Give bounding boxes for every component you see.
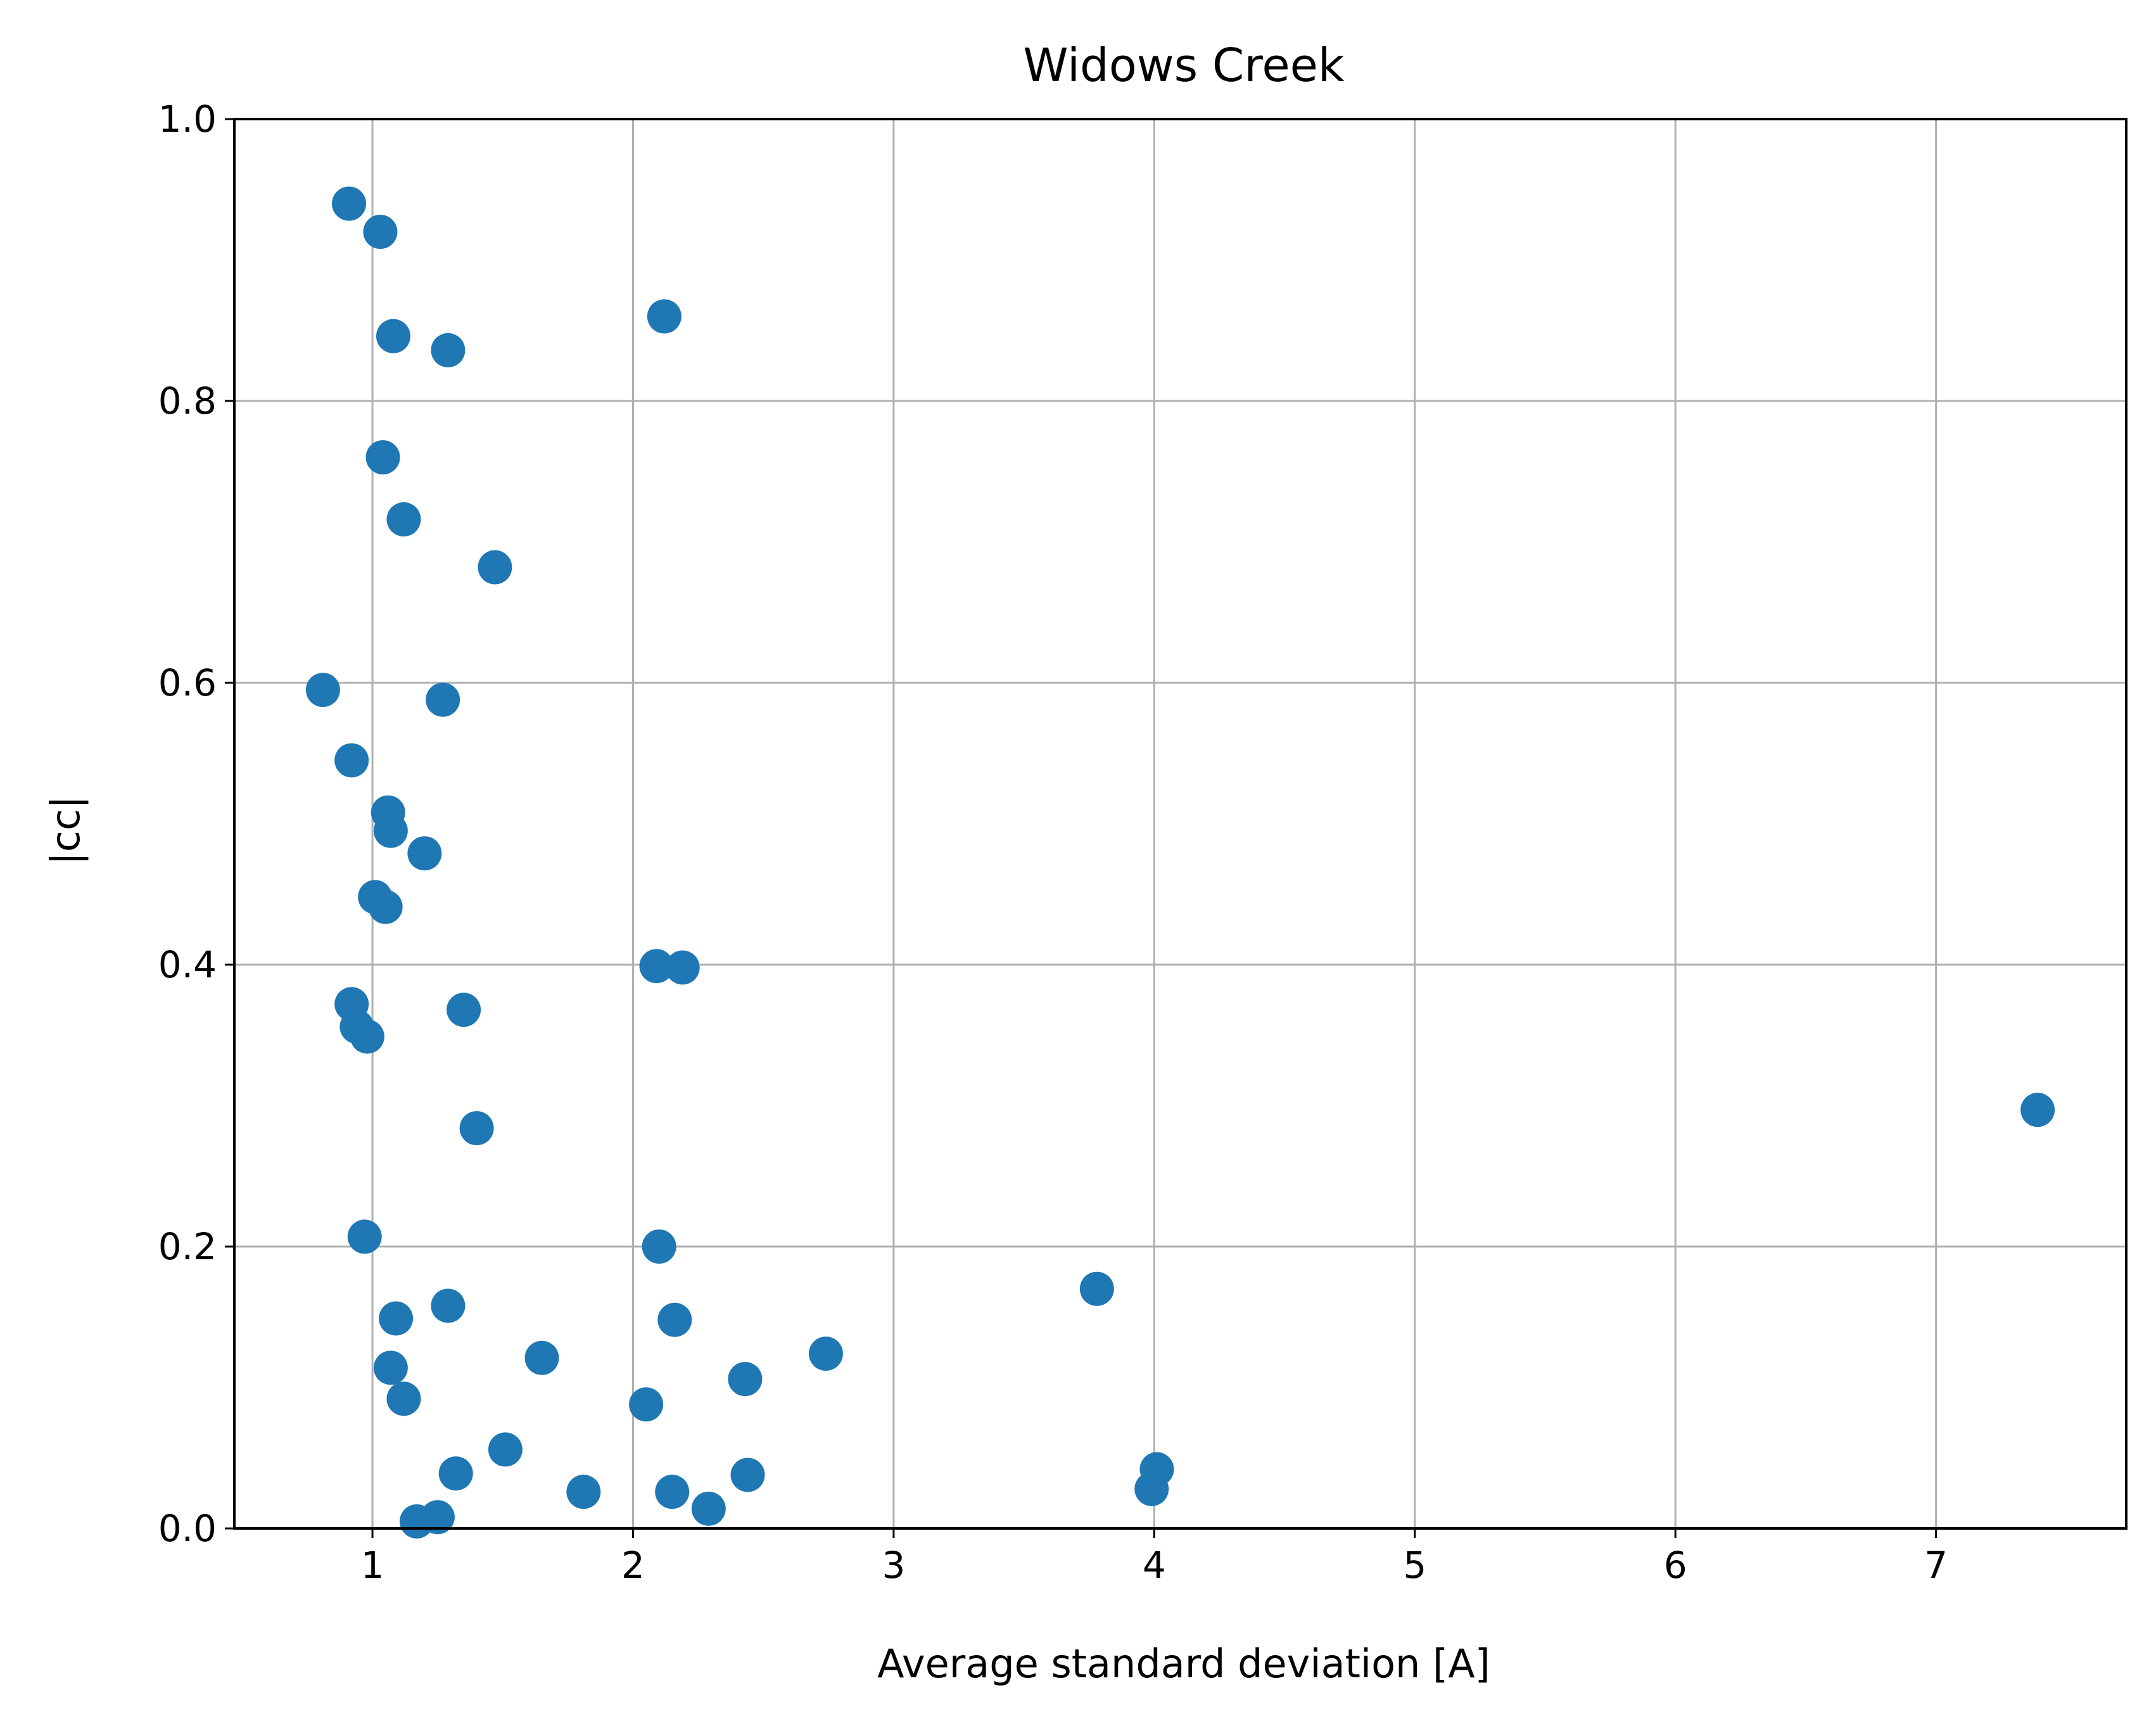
- data-point: [376, 319, 410, 353]
- data-point: [373, 813, 408, 848]
- data-point: [1079, 1271, 1114, 1306]
- y-axis-label: |cc|: [42, 796, 89, 865]
- data-point: [386, 1381, 421, 1416]
- x-tick-label: 7: [1924, 1544, 1948, 1587]
- y-axis-ticks: 0.0 0.2 0.4 0.6 0.8 1.0: [158, 98, 234, 1550]
- data-point: [459, 1111, 494, 1146]
- x-tick-label: 1: [361, 1544, 384, 1587]
- data-point: [566, 1475, 601, 1509]
- y-tick-label: 0.8: [158, 379, 217, 422]
- data-point: [431, 1288, 466, 1323]
- chart-title: Widows Creek: [1023, 39, 1345, 92]
- data-point: [400, 1504, 434, 1539]
- data-point: [2020, 1093, 2055, 1127]
- data-point: [657, 1302, 692, 1337]
- data-point: [363, 215, 398, 249]
- x-axis-ticks: 1 2 3 4 5 6 7: [361, 1528, 1948, 1587]
- data-point: [639, 949, 674, 984]
- plot-frame: [233, 118, 2127, 1530]
- data-point: [655, 1475, 690, 1509]
- data-point: [305, 673, 340, 708]
- data-point: [488, 1432, 523, 1467]
- data-point: [332, 186, 367, 221]
- data-point: [438, 1456, 473, 1491]
- y-tick-label: 0.0: [158, 1507, 217, 1550]
- x-tick-label: 3: [882, 1544, 905, 1587]
- data-point: [665, 950, 700, 985]
- data-point: [728, 1362, 763, 1397]
- data-point: [808, 1337, 843, 1371]
- y-tick-label: 0.2: [158, 1225, 217, 1268]
- x-tick-label: 5: [1403, 1544, 1426, 1587]
- data-point: [642, 1229, 676, 1264]
- data-point: [1134, 1471, 1169, 1506]
- data-point: [365, 440, 400, 474]
- x-tick-label: 2: [621, 1544, 645, 1587]
- data-point: [524, 1340, 559, 1375]
- data-point: [347, 1219, 382, 1254]
- y-tick-label: 0.4: [158, 943, 217, 986]
- data-points: [305, 186, 2055, 1539]
- data-point: [373, 1350, 408, 1385]
- data-point: [386, 502, 421, 537]
- x-axis-label: Average standard deviation [A]: [877, 1641, 1490, 1687]
- y-tick-label: 0.6: [158, 661, 217, 704]
- y-tick-label: 1.0: [158, 98, 217, 141]
- data-point: [629, 1387, 664, 1422]
- data-point: [730, 1457, 765, 1492]
- data-point: [431, 333, 466, 367]
- data-point: [379, 1301, 414, 1336]
- data-point: [368, 889, 403, 924]
- data-point: [426, 682, 460, 717]
- data-point: [647, 299, 682, 334]
- data-point: [334, 743, 369, 778]
- data-point: [407, 836, 442, 871]
- x-tick-label: 6: [1664, 1544, 1687, 1587]
- data-point: [691, 1491, 726, 1526]
- x-tick-label: 4: [1143, 1544, 1166, 1587]
- data-point: [350, 1019, 384, 1054]
- data-point: [447, 993, 481, 1027]
- data-point: [478, 550, 512, 585]
